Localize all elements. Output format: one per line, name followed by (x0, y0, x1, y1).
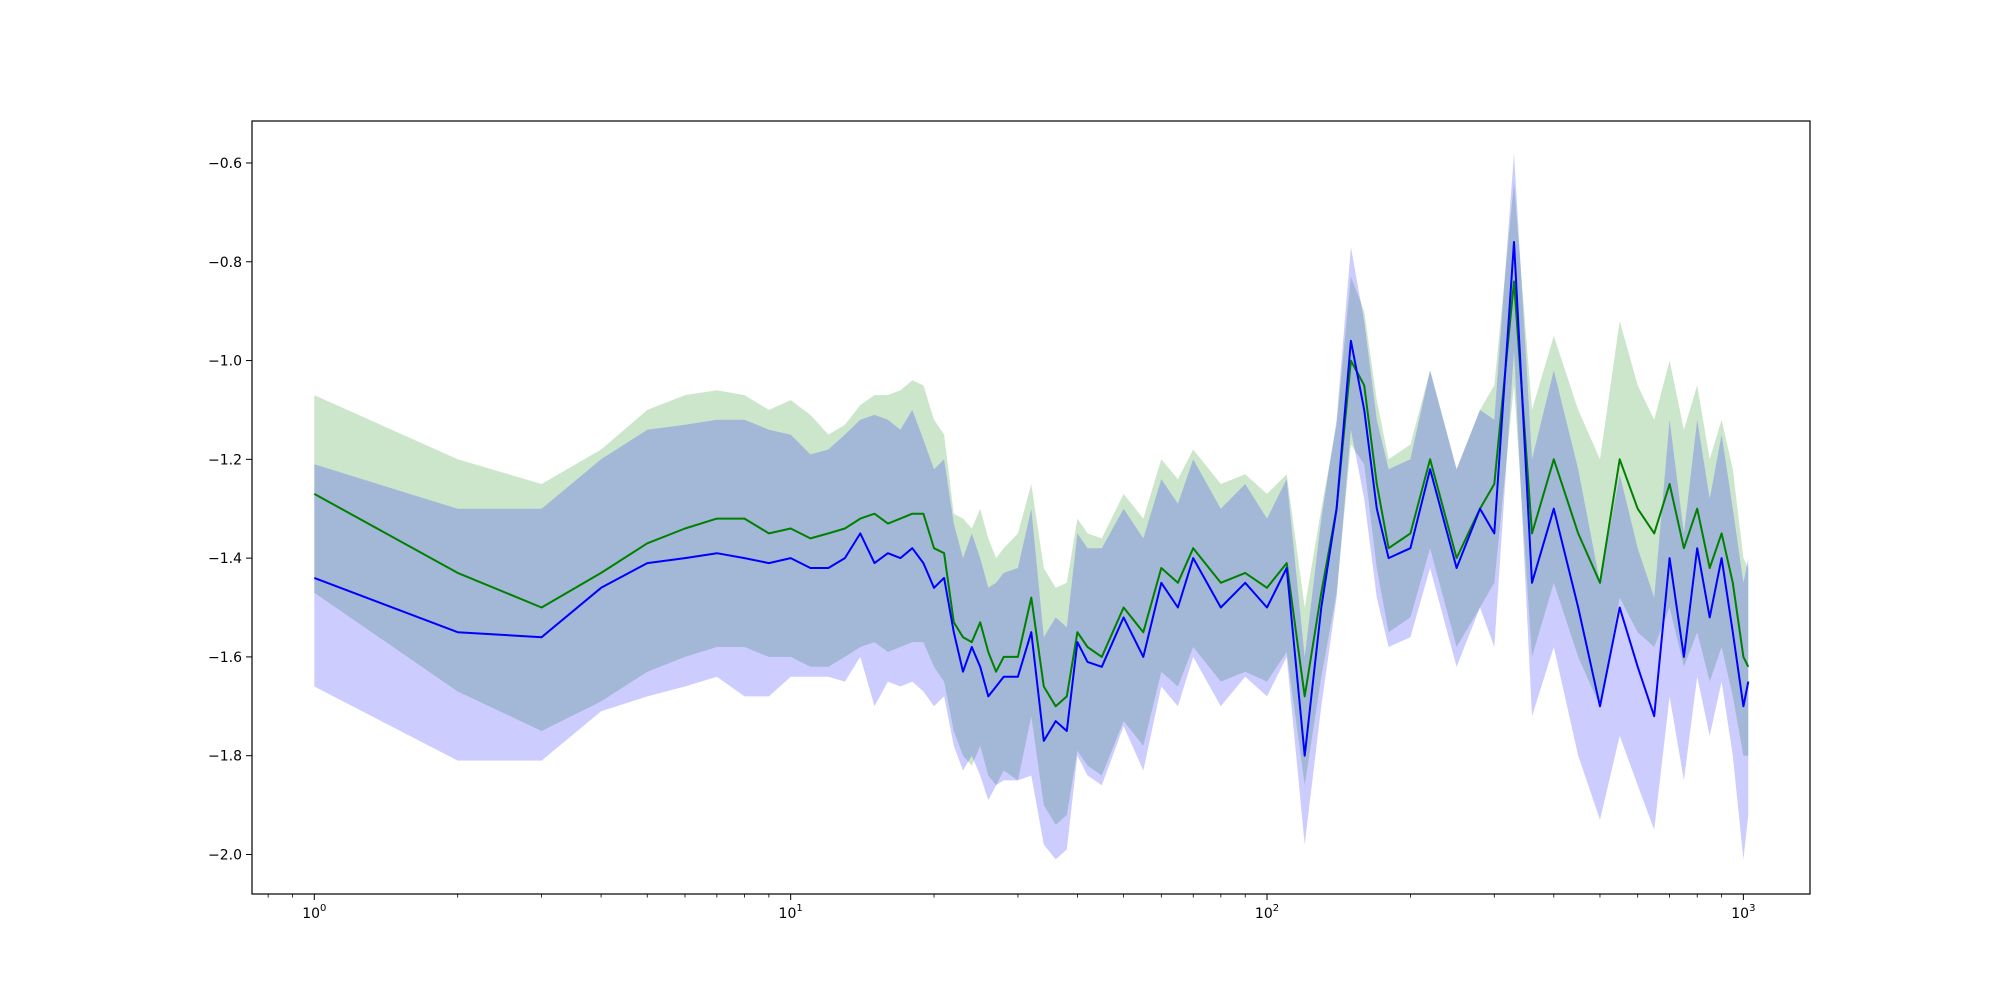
series-lines (313, 241, 1750, 757)
series-2-band (314, 153, 1749, 860)
plot-frame (251, 120, 1811, 895)
y-tick-label: −2.0 (208, 847, 242, 863)
x-tick-label: 101 (779, 903, 803, 922)
x-tick-label: 102 (1255, 903, 1279, 922)
y-tick-label: −0.8 (208, 255, 242, 271)
y-axis-ticks: −0.6 −0.8 −1.0 −1.2 −1.4 −1.6 −1.8 −2.0 (208, 156, 252, 863)
x-tick-label: 100 (302, 903, 326, 922)
y-tick-label: −1.6 (208, 650, 242, 666)
x-axis-ticks: 100 101 102 103 (267, 894, 1755, 922)
y-tick-label: −1.4 (208, 551, 242, 567)
y-tick-label: −0.6 (208, 156, 242, 172)
y-tick-label: −1.8 (208, 749, 242, 765)
series-2-line (313, 241, 1750, 757)
confidence-bands (314, 153, 1749, 860)
series-1-line (313, 280, 1750, 708)
series-1-band (314, 182, 1749, 825)
y-tick-label: −1.0 (208, 354, 242, 370)
y-tick-label: −1.2 (208, 452, 242, 468)
x-tick-label: 103 (1731, 903, 1755, 922)
